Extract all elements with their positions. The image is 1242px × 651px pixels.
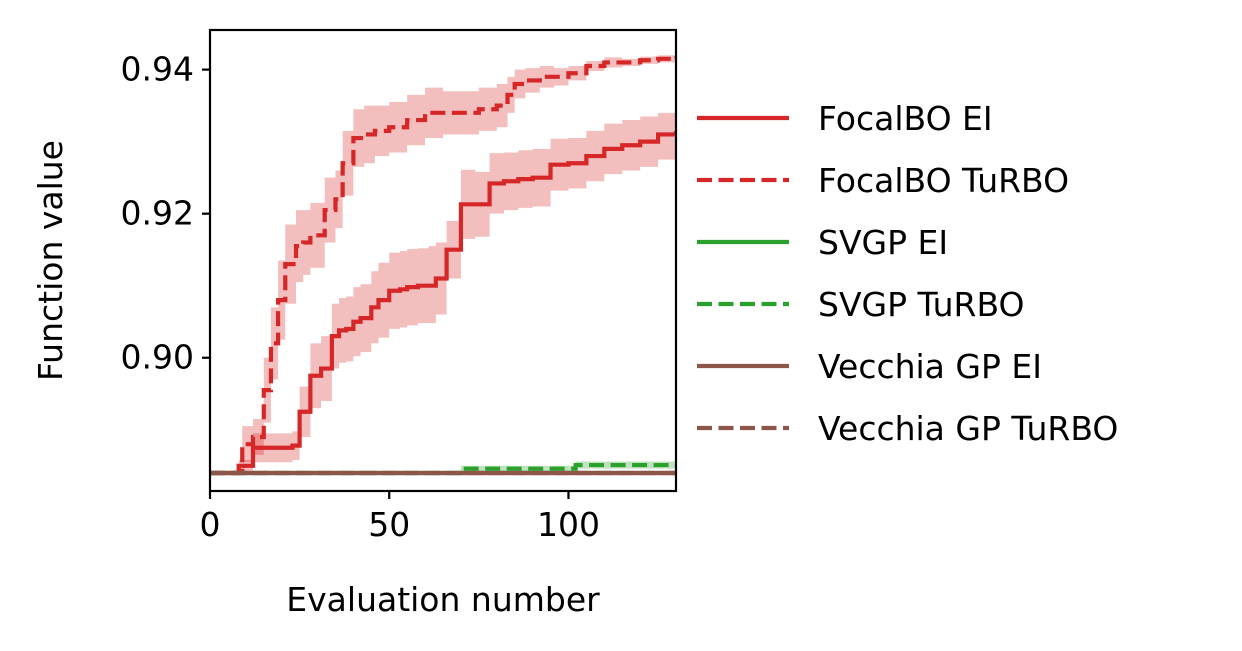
line-focalbo-turbo (210, 56, 676, 476)
line-focalbo-ei (210, 130, 676, 476)
legend-label: Vecchia GP EI (818, 347, 1042, 386)
legend: FocalBO EI FocalBO TuRBO SVGP EI SVGP TuRBO… (697, 99, 1118, 448)
legend-label: FocalBO EI (818, 99, 993, 138)
y-axis-ticks: 0.90 0.92 0.94 (121, 50, 210, 377)
band-focalbo-turbo (210, 53, 676, 473)
legend-label: FocalBO TuRBO (818, 161, 1069, 200)
confidence-bands (210, 53, 676, 473)
legend-label: SVGP TuRBO (818, 285, 1025, 324)
plot-area-frame (208, 28, 678, 493)
x-tick-label: 50 (368, 505, 410, 544)
legend-label: SVGP EI (818, 223, 948, 262)
legend-label: Vecchia GP TuRBO (818, 409, 1118, 448)
legend-item-vecchia-gp-ei: Vecchia GP EI (697, 347, 1042, 386)
y-tick-label: 0.94 (121, 50, 194, 89)
legend-item-focalbo-ei: FocalBO EI (697, 99, 993, 138)
y-tick-label: 0.90 (121, 338, 194, 377)
series-lines (210, 56, 676, 476)
x-axis-label: Evaluation number (286, 580, 600, 619)
x-tick-label: 100 (537, 505, 600, 544)
y-axis-label: Function value (31, 140, 70, 381)
x-tick-label: 0 (200, 505, 221, 544)
legend-item-svgp-turbo: SVGP TuRBO (697, 285, 1025, 324)
x-axis-ticks: 0 50 100 (200, 491, 600, 544)
y-tick-label: 0.92 (121, 194, 194, 233)
legend-item-vecchia-gp-turbo: Vecchia GP TuRBO (697, 409, 1118, 448)
legend-item-svgp-ei: SVGP EI (697, 223, 948, 262)
band-focalbo-ei (210, 109, 676, 473)
legend-item-focalbo-turbo: FocalBO TuRBO (697, 161, 1069, 200)
